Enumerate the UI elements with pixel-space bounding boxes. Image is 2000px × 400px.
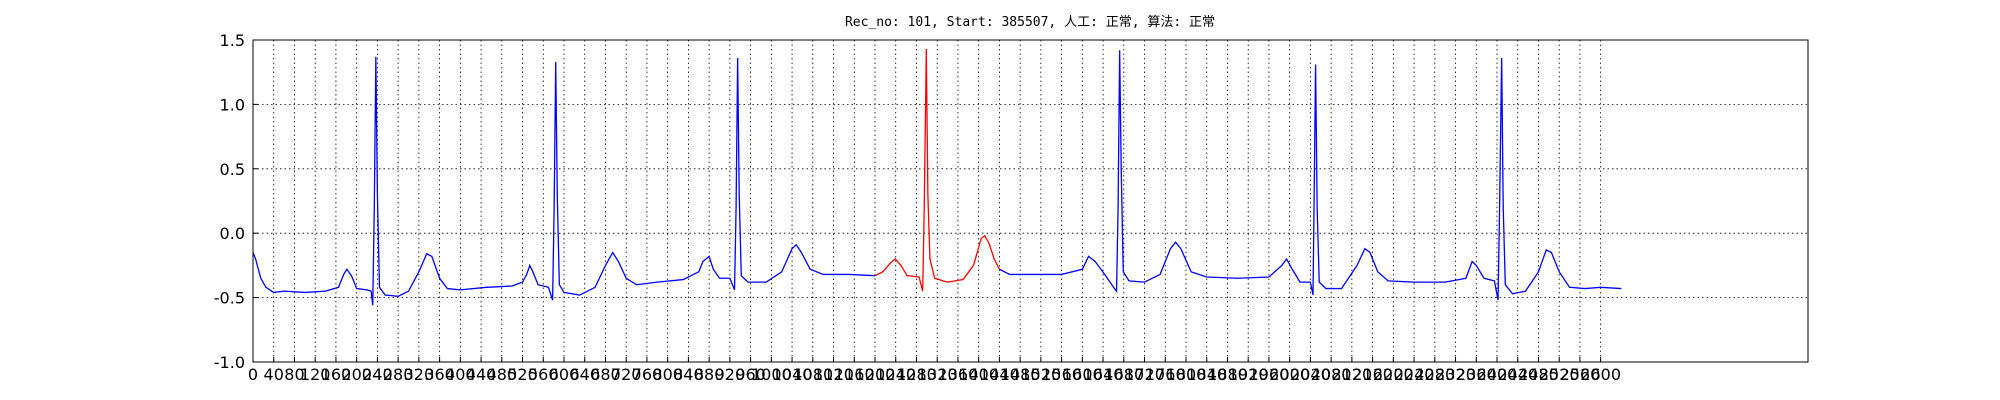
x-tick-label: 1160 — [834, 365, 875, 384]
x-tick-label: 760 — [632, 365, 663, 384]
x-tick-label: 2000 — [1269, 365, 1310, 384]
x-tick-label: 1240 — [875, 365, 916, 384]
x-tick-label: 1680 — [1103, 365, 1144, 384]
x-tick-label: 2280 — [1414, 365, 1455, 384]
x-tick-label: 1720 — [1124, 365, 1165, 384]
x-tick-label: 1800 — [1166, 365, 1207, 384]
x-tick-label: 1320 — [917, 365, 958, 384]
x-tick-label: 1640 — [1083, 365, 1124, 384]
x-tick-label: 1440 — [979, 365, 1020, 384]
x-tick-label: 1280 — [896, 365, 937, 384]
x-tick-label: 1560 — [1041, 365, 1082, 384]
x-tick-label: 1200 — [855, 365, 896, 384]
x-tick-label: 1040 — [772, 365, 813, 384]
x-tick-label: 600 — [549, 365, 580, 384]
x-tick-label: 440 — [466, 365, 497, 384]
x-tick-label: 680 — [590, 365, 621, 384]
x-tick-label: 1960 — [1249, 365, 1290, 384]
x-tick-label: 1920 — [1228, 365, 1269, 384]
x-tick-label: 840 — [673, 365, 704, 384]
x-tick-label: 360 — [424, 365, 455, 384]
x-tick-label: 1000 — [751, 365, 792, 384]
y-tick-label: 0.5 — [220, 160, 245, 179]
y-tick-label: 1.5 — [220, 31, 245, 50]
x-tick-label: 1480 — [1000, 365, 1041, 384]
y-tick-label: 0.0 — [220, 224, 245, 243]
x-tick-label: 2480 — [1518, 365, 1559, 384]
x-tick-label: 2200 — [1373, 365, 1414, 384]
y-tick-label: -0.5 — [214, 289, 245, 308]
x-tick-label: 2240 — [1394, 365, 1435, 384]
x-tick-label: 400 — [445, 365, 476, 384]
x-tick-label: 2320 — [1435, 365, 1476, 384]
x-tick-label: 2120 — [1332, 365, 1373, 384]
x-tick-label: 960 — [735, 365, 766, 384]
x-tick-label: 80 — [284, 365, 304, 384]
x-tick-label: 640 — [569, 365, 600, 384]
x-tick-label: 880 — [694, 365, 725, 384]
y-tick-label: 1.0 — [220, 95, 245, 114]
x-tick-label: 2520 — [1539, 365, 1580, 384]
x-tick-label: 120 — [300, 365, 331, 384]
x-tick-label: 1400 — [958, 365, 999, 384]
x-tick-label: 1600 — [1062, 365, 1103, 384]
x-tick-label: 240 — [362, 365, 393, 384]
x-tick-label: 200 — [341, 365, 372, 384]
chart-title: Rec_no: 101, Start: 385507, 人工: 正常, 算法: … — [845, 15, 1215, 30]
x-tick-label: 320 — [404, 365, 435, 384]
x-tick-label: 2600 — [1580, 365, 1621, 384]
x-tick-label: 2360 — [1456, 365, 1497, 384]
x-tick-label: 2440 — [1497, 365, 1538, 384]
x-tick-label: 800 — [652, 365, 683, 384]
x-tick-label: 1840 — [1186, 365, 1227, 384]
x-tick-label: 2400 — [1477, 365, 1518, 384]
x-tick-label: 1080 — [792, 365, 833, 384]
plot-frame — [252, 39, 1809, 363]
x-tick-label: 0 — [248, 365, 258, 384]
x-tick-label: 40 — [264, 365, 284, 384]
x-tick-label: 2080 — [1311, 365, 1352, 384]
x-tick-label: 1520 — [1021, 365, 1062, 384]
y-tick-label: -1.0 — [214, 353, 245, 372]
x-tick-label: 160 — [321, 365, 352, 384]
x-tick-label: 560 — [528, 365, 559, 384]
x-tick-label: 920 — [715, 365, 746, 384]
x-tick-label: 720 — [611, 365, 642, 384]
ecg-line — [252, 50, 1622, 306]
x-tick-label: 2560 — [1560, 365, 1601, 384]
x-tick-label: 520 — [507, 365, 538, 384]
x-tick-label: 1760 — [1145, 365, 1186, 384]
x-tick-label: 1360 — [938, 365, 979, 384]
x-tick-label: 1120 — [813, 365, 854, 384]
x-tick-label: 2160 — [1352, 365, 1393, 384]
x-tick-label: 280 — [383, 365, 414, 384]
x-tick-label: 2040 — [1290, 365, 1331, 384]
x-tick-label: 1880 — [1207, 365, 1248, 384]
x-tick-label: 480 — [487, 365, 518, 384]
ecg-line — [874, 49, 1000, 292]
